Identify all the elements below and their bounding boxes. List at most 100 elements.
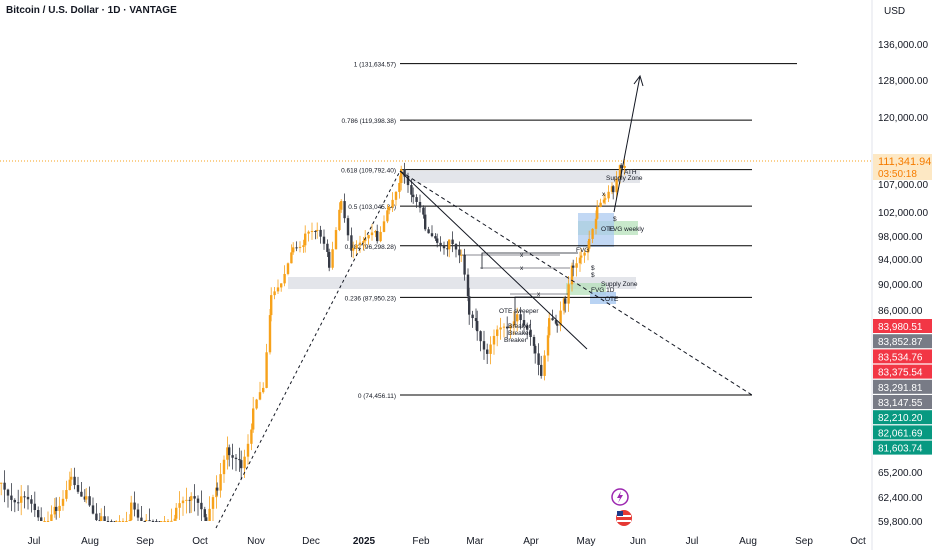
price-tag-bg bbox=[873, 379, 932, 394]
candle-body bbox=[58, 505, 61, 511]
price-tag-bg bbox=[873, 395, 932, 409]
x-label-3: x bbox=[537, 291, 541, 298]
candle-body bbox=[391, 199, 394, 208]
time-tick-label: Nov bbox=[247, 536, 265, 547]
bos-line-2 bbox=[514, 296, 540, 325]
us-flag-stripe-icon bbox=[617, 515, 631, 517]
candle-body bbox=[246, 443, 250, 457]
candle-body bbox=[216, 487, 219, 491]
fib-anchor-line bbox=[215, 170, 401, 529]
candle-body bbox=[458, 249, 461, 256]
candle-body bbox=[442, 245, 446, 249]
time-tick-label: Dec bbox=[302, 536, 320, 547]
candle-body bbox=[181, 500, 185, 504]
candle-body bbox=[379, 231, 382, 242]
candle-body bbox=[243, 456, 246, 469]
candle-body bbox=[439, 242, 442, 246]
candle-body bbox=[512, 321, 516, 326]
projection-line bbox=[613, 75, 641, 213]
candle-body bbox=[50, 514, 53, 521]
candle-body bbox=[476, 321, 479, 332]
time-tick-label: Sep bbox=[795, 536, 813, 547]
candle-body bbox=[280, 283, 283, 288]
candle-body bbox=[436, 238, 439, 243]
candle-body bbox=[95, 513, 98, 521]
fvg-1d-label: FVG 1D bbox=[591, 287, 615, 294]
candle-body bbox=[594, 218, 598, 229]
candle-body bbox=[128, 520, 131, 522]
breaker-label-2: Breaker bbox=[508, 330, 532, 337]
supply-zone-top-label: Supply Zone bbox=[606, 175, 643, 182]
candle-body bbox=[148, 520, 151, 522]
candle-body bbox=[160, 521, 163, 522]
time-tick-label: Jun bbox=[630, 536, 646, 547]
candle-body bbox=[386, 210, 389, 222]
price-tick-label: 102,000.00 bbox=[878, 208, 928, 219]
candle-body bbox=[205, 517, 208, 521]
candle-body bbox=[53, 506, 56, 515]
candle-body bbox=[40, 517, 43, 521]
price-tag-value: 81,603.74 bbox=[878, 444, 923, 455]
candle-body bbox=[564, 298, 567, 304]
price-tag-bg bbox=[873, 364, 932, 379]
x-label-1: x bbox=[520, 252, 524, 259]
fib-level-label: 0.236 (87,950.23) bbox=[345, 295, 396, 302]
candle-body bbox=[215, 487, 218, 498]
candle-body bbox=[258, 392, 262, 400]
price-tag-bg bbox=[873, 410, 932, 425]
candle-body bbox=[166, 521, 170, 522]
candle-body bbox=[602, 199, 606, 203]
candle-body bbox=[307, 231, 310, 234]
ath-label: ATH bbox=[624, 169, 637, 176]
fib-lines: 1 (131,634.57) 0.786 (119,398.38) 0.618 (1… bbox=[341, 62, 797, 400]
price-tick-label: 98,000.00 bbox=[878, 232, 923, 243]
candle-body bbox=[406, 176, 410, 186]
candle-body bbox=[551, 318, 554, 321]
candle-body bbox=[492, 335, 496, 345]
current-price-value: 111,341.94 bbox=[878, 156, 931, 168]
candle-body bbox=[110, 521, 113, 522]
candle-body bbox=[276, 287, 280, 292]
candle-body bbox=[125, 521, 128, 522]
dollar-label-3: $ bbox=[613, 216, 617, 223]
candle-body bbox=[424, 214, 427, 230]
candle-body bbox=[76, 485, 80, 492]
fvg-weekly-label: FVG weekly bbox=[609, 226, 645, 233]
candle-body bbox=[509, 325, 512, 329]
time-tick-label: Jul bbox=[686, 536, 699, 547]
candle-body bbox=[615, 178, 618, 193]
candle-body bbox=[143, 521, 146, 522]
candle-body bbox=[238, 459, 241, 461]
candle-body bbox=[155, 521, 158, 522]
candle-body bbox=[193, 496, 196, 499]
candle-body bbox=[226, 447, 229, 460]
candle-body bbox=[83, 496, 86, 500]
time-tick-label: Apr bbox=[523, 536, 539, 547]
candle-body bbox=[382, 221, 386, 232]
time-tick-label: Oct bbox=[850, 536, 866, 547]
fvg-mid-label: FVG bbox=[576, 247, 589, 254]
candle-body bbox=[302, 245, 305, 247]
candle-body bbox=[270, 295, 273, 316]
candle-body bbox=[283, 273, 286, 284]
candle-body bbox=[454, 244, 458, 250]
candle-body bbox=[334, 230, 338, 250]
projection-arrowhead bbox=[633, 74, 644, 87]
price-tag-bg bbox=[873, 425, 932, 440]
breaker-label-1: Breaker bbox=[508, 323, 532, 330]
candle-body bbox=[418, 201, 422, 208]
candle-body bbox=[23, 496, 26, 498]
fib-level-label: 0.618 (109,792.40) bbox=[341, 168, 396, 175]
candle-body bbox=[526, 325, 529, 330]
candle-body bbox=[516, 314, 519, 322]
candle-body bbox=[98, 520, 101, 522]
currency-label: USD bbox=[884, 6, 906, 17]
candle-body bbox=[196, 498, 200, 503]
candle-body bbox=[388, 207, 391, 211]
event-icons[interactable] bbox=[611, 488, 632, 526]
candle-body bbox=[556, 323, 559, 326]
candle-body bbox=[6, 489, 10, 496]
price-tick-label: 94,000.00 bbox=[878, 255, 923, 266]
candle-body bbox=[304, 233, 307, 246]
